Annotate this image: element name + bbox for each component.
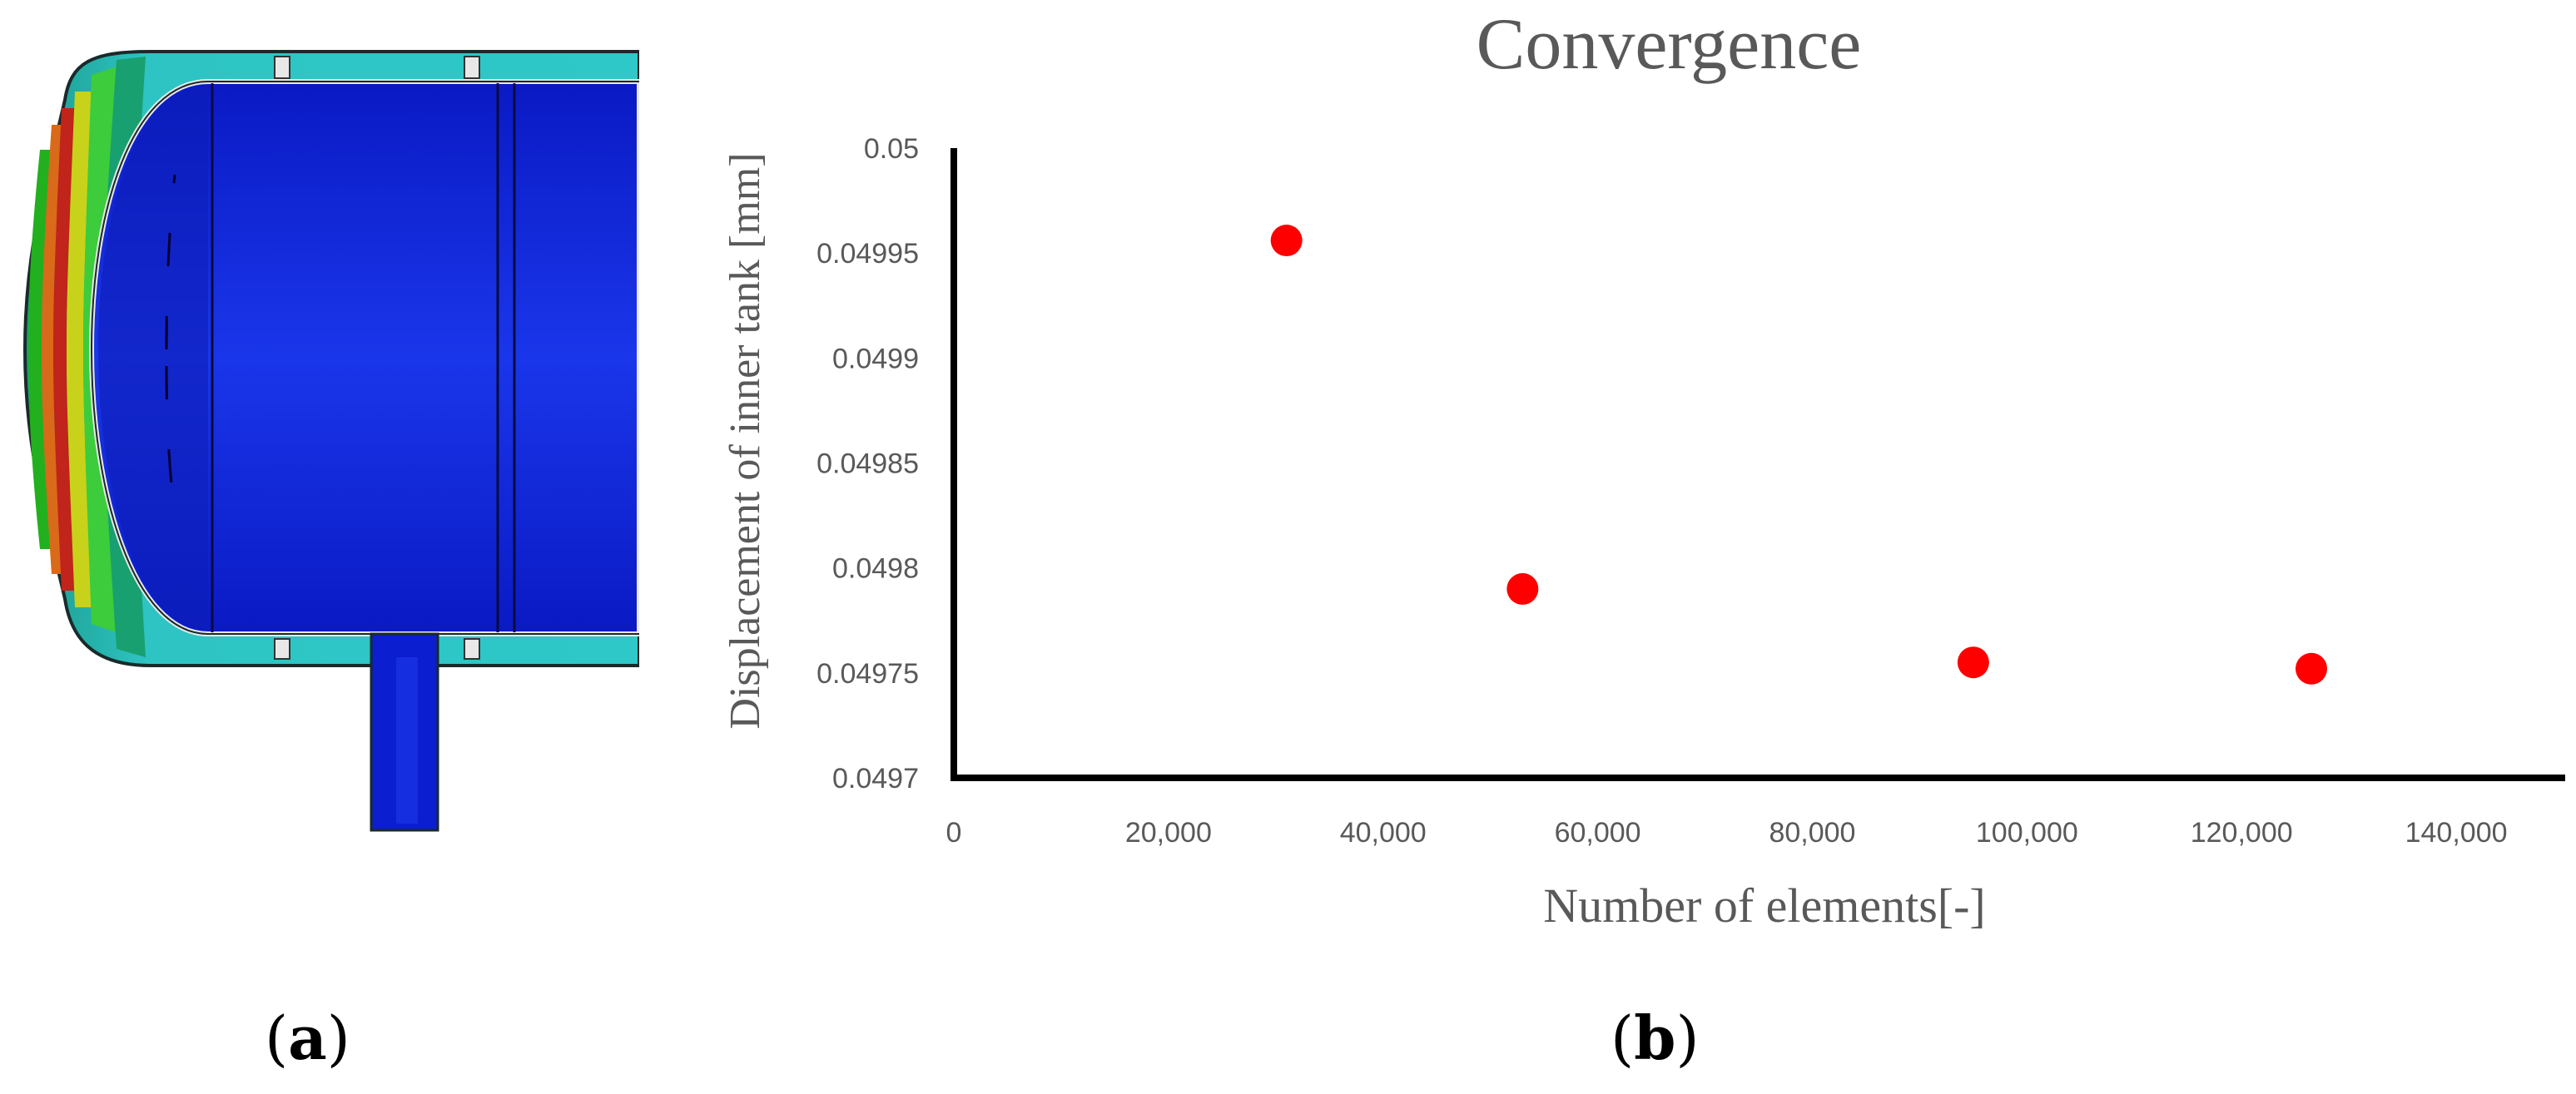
data-point (1957, 646, 1989, 679)
y-tick-label: 0.04975 (816, 658, 919, 690)
chart-title: Convergence (1477, 4, 1862, 85)
x-tick-label: 140,000 (2405, 817, 2508, 849)
contour-band-green (28, 150, 52, 549)
y-axis-label: Displacement of inner tank [mm] (722, 152, 769, 729)
support-pad-top (464, 56, 480, 79)
tank-contour-plot (22, 50, 639, 832)
x-tick-label: 80,000 (1769, 817, 1855, 849)
x-tick-label: 40,000 (1340, 817, 1427, 849)
data-point (1270, 225, 1303, 257)
y-tick-label: 0.0499 (832, 343, 919, 374)
panel-b-letter: b (1634, 1002, 1676, 1073)
y-tick-label: 0.04995 (816, 238, 919, 270)
cap-marking (165, 365, 176, 517)
x-tick-label: 20,000 (1125, 817, 1212, 849)
inner-tank-outline (90, 81, 639, 635)
panel-a-label: (a) (265, 1002, 350, 1073)
y-tick-label: 0.0497 (832, 763, 919, 795)
support-pad-bottom (464, 638, 480, 660)
y-tick-label: 0.0498 (832, 553, 919, 585)
contour-band-yellow (67, 92, 92, 607)
y-tick-label: 0.04985 (816, 448, 919, 480)
support-pad-bottom (274, 638, 290, 660)
data-point (1506, 572, 1539, 605)
support-pad-top (274, 56, 290, 79)
contour-band-orange (42, 125, 62, 574)
outlet-pipe-highlight (396, 657, 418, 824)
panel-a-letter: a (288, 1002, 327, 1073)
panel-b-label: (b) (1611, 1002, 1700, 1073)
x-tick-labels: 0 20,000 40,000 60,000 80,000 100,000 120,000 1… (946, 817, 2508, 849)
x-tick-label: 60,000 (1555, 817, 1641, 849)
x-tick-label: 120,000 (2191, 817, 2293, 849)
x-tick-label: 100,000 (1976, 817, 2078, 849)
inner-cap-shade (98, 87, 208, 629)
data-point (2296, 652, 2328, 685)
cap-marking (165, 174, 176, 350)
y-tick-labels: 0.0497 0.04975 0.0498 0.04985 0.0499 0.04995 0… (816, 133, 919, 795)
convergence-chart: Convergence Displacement of inner tank [… (722, 4, 2565, 933)
x-axis-label: Number of elements[-] (1543, 879, 1985, 933)
x-tick-label: 0 (946, 817, 962, 849)
data-markers (1270, 225, 2328, 685)
y-tick-label: 0.05 (864, 133, 919, 165)
